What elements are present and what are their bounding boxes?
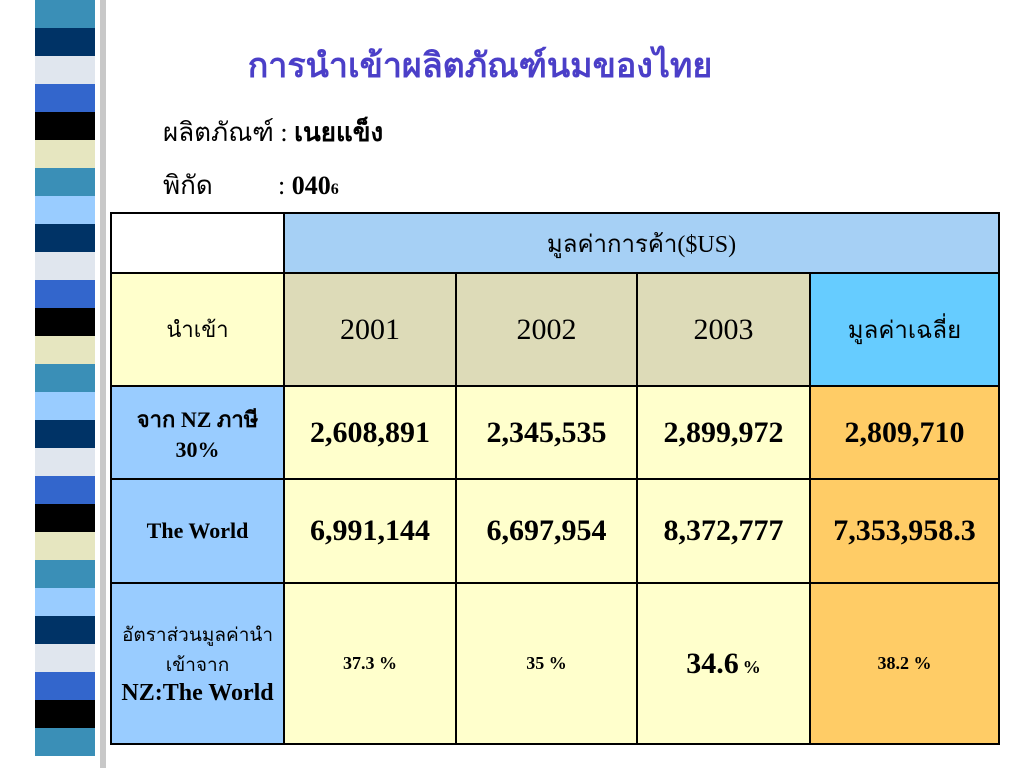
cell: 34.6 % — [636, 582, 811, 745]
col-header: มูลค่าเฉลี่ย — [809, 272, 1000, 387]
col-header: 2001 — [283, 272, 457, 387]
row-label: อัตราส่วนมูลค่านำเข้าจาก NZ:The World — [110, 582, 285, 745]
cell: 2,809,710 — [809, 385, 1000, 480]
cell: 37.3 % — [283, 582, 457, 745]
label: NZ:The World — [121, 680, 274, 706]
title: การนำเข้าผลิตภัณฑ์นมของไทย — [247, 46, 713, 86]
cell: 7,353,958.3 — [809, 478, 1000, 584]
cell: 6,991,144 — [283, 478, 457, 584]
cell: 8,372,777 — [636, 478, 811, 584]
group-header: มูลค่าการค้า($US) — [283, 212, 1000, 274]
sub: 6 — [330, 181, 339, 198]
trade-table: มูลค่าการค้า($US) นำเข้า 2001 2002 2003 … — [110, 212, 1000, 745]
value: 040 — [291, 171, 331, 200]
row-label: จาก NZ ภาษี 30% — [110, 385, 285, 480]
value: 34.6 — [686, 646, 739, 680]
label: อัตราส่วนมูลค่านำเข้าจาก — [121, 625, 274, 676]
row-label: The World — [110, 478, 285, 584]
cell: 2,608,891 — [283, 385, 457, 480]
decor-strip — [35, 0, 95, 768]
decor-line — [100, 0, 106, 768]
col-header: 2003 — [636, 272, 811, 387]
row-header: นำเข้า — [110, 272, 285, 387]
unit: % — [742, 656, 761, 677]
value: เนยแข็ง — [294, 118, 384, 147]
cell: 2,345,535 — [455, 385, 638, 480]
cell: 35 % — [455, 582, 638, 745]
product-line: ผลิตภัณฑ์ : เนยแข็ง — [163, 112, 383, 153]
cell: 2,899,972 — [636, 385, 811, 480]
blank — [110, 212, 285, 274]
cell: 6,697,954 — [455, 478, 638, 584]
sep: : — [278, 171, 286, 200]
code-line: พิกัด: 0406 — [163, 165, 339, 206]
col-header: 2002 — [455, 272, 638, 387]
label: พิกัด — [163, 171, 213, 200]
cell: 38.2 % — [809, 582, 1000, 745]
label: ผลิตภัณฑ์ : — [163, 118, 288, 147]
